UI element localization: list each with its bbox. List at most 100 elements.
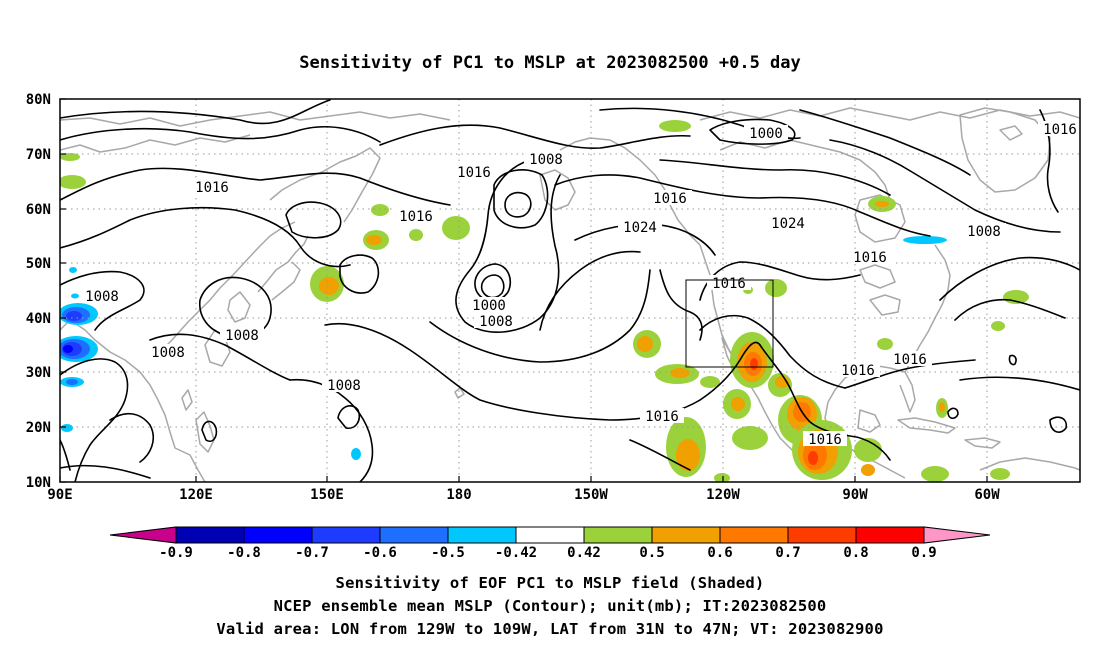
colorbar-tick-label: -0.42 (495, 545, 537, 561)
colorbar-swatch (447, 526, 517, 544)
lat-label-10n: 10N (26, 475, 51, 491)
lon-label-120w: 120W (706, 487, 740, 503)
footer-line-3: Valid area: LON from 129W to 109W, LAT f… (216, 620, 884, 638)
contour-labels: 1000 1016 1008 1016 1016 1016 1008 1016 … (80, 121, 1080, 448)
colorbar-tick-label: -0.8 (227, 545, 261, 561)
contour-label-1008-west-pacific: 1008 (322, 377, 366, 394)
colorbar-tick-label: -0.6 (363, 545, 397, 561)
svg-text:1008: 1008 (529, 152, 563, 168)
contour-label-1008-aleutian-low: 1008 (474, 313, 518, 330)
svg-text:1016: 1016 (1043, 122, 1077, 138)
latitude-labels: 80N 70N 60N 50N 40N 30N 20N 10N (26, 92, 51, 491)
colorbar-swatch (515, 526, 585, 544)
contour-label-1016-kamchatka: 1016 (394, 208, 438, 225)
svg-text:1008: 1008 (479, 314, 513, 330)
colorbar-tick-label: -0.7 (295, 545, 329, 561)
contour-label-1016-alaska: 1016 (648, 190, 692, 207)
svg-text:1016: 1016 (653, 191, 687, 207)
svg-text:1016: 1016 (712, 276, 746, 292)
colorbar-tick-label: 0.6 (707, 545, 732, 561)
contour-label-1016-box: 1016 (707, 275, 751, 292)
colorbar-swatch (719, 526, 789, 544)
lon-label-90w: 90W (842, 487, 868, 503)
contour-label-1016-greenland: 1016 (1038, 121, 1080, 138)
colorbar-swatch (651, 526, 721, 544)
tick-marks (59, 98, 988, 483)
svg-text:1024: 1024 (623, 220, 657, 236)
colorbar-tick-label: 0.5 (639, 545, 664, 561)
colorbar (109, 526, 991, 544)
map-frame (59, 98, 1081, 483)
longitude-labels: 90E 120E 150E 180 150W 120W 90W 60W (47, 487, 1000, 503)
lat-label-80n: 80N (26, 92, 51, 108)
colorbar-swatch (175, 526, 245, 544)
lon-label-150e: 150E (310, 487, 344, 503)
svg-text:1016: 1016 (808, 432, 842, 448)
contour-label-1008-south-china: 1008 (146, 344, 190, 361)
sensitivity-shading (60, 120, 1029, 482)
svg-text:1016: 1016 (853, 250, 887, 266)
svg-text:1016: 1016 (893, 352, 927, 368)
svg-text:1016: 1016 (841, 363, 875, 379)
svg-text:1016: 1016 (195, 180, 229, 196)
colorbar-tick-label: 0.7 (775, 545, 800, 561)
contour-label-1016-subtropical: 1016 (640, 408, 684, 425)
lat-label-50n: 50N (26, 256, 51, 272)
footer-line-2: NCEP ensemble mean MSLP (Contour); unit(… (273, 597, 827, 615)
lat-label-60n: 60N (26, 202, 51, 218)
colorbar-tick-label: 0.42 (567, 545, 601, 561)
colorbar-arrow-high (923, 526, 991, 544)
colorbar-tick-label: 0.8 (843, 545, 868, 561)
svg-text:1016: 1016 (645, 409, 679, 425)
colorbar-swatch (855, 526, 925, 544)
svg-text:1008: 1008 (225, 328, 259, 344)
contour-label-1000-aleutian-low: 1000 (467, 297, 511, 314)
colorbar-tick-label: 0.9 (911, 545, 936, 561)
contour-label-1016-siberia: 1016 (190, 179, 234, 196)
svg-text:1016: 1016 (457, 165, 491, 181)
contour-label-1024-canada: 1024 (766, 215, 810, 232)
mslp-contours (60, 99, 1080, 482)
lon-label-180: 180 (446, 487, 471, 503)
svg-text:1016: 1016 (399, 209, 433, 225)
svg-text:1008: 1008 (327, 378, 361, 394)
contour-label-1008-west-pacific-2: 1008 (327, 378, 361, 394)
svg-text:1024: 1024 (771, 216, 805, 232)
svg-text:1000: 1000 (472, 298, 506, 314)
lon-label-120e: 120E (179, 487, 213, 503)
contour-label-1016-east-canada: 1016 (848, 249, 892, 266)
svg-text:1008: 1008 (967, 224, 1001, 240)
contour-label-1008-labrador: 1008 (962, 223, 1006, 240)
lon-label-60w: 60W (974, 487, 1000, 503)
colorbar-swatch (311, 526, 381, 544)
lon-label-150w: 150W (574, 487, 608, 503)
svg-text:1008: 1008 (151, 345, 185, 361)
contour-label-1016-bering: 1016 (452, 164, 496, 181)
map-title: Sensitivity of PC1 to MSLP at 2023082500… (299, 53, 801, 73)
valid-area-box (685, 279, 774, 368)
colorbar-arrow-low (109, 526, 177, 544)
contour-label-1008-bering: 1008 (524, 151, 568, 168)
svg-text:1008: 1008 (85, 289, 119, 305)
lat-label-30n: 30N (26, 365, 51, 381)
colorbar-tick-label: -0.5 (431, 545, 465, 561)
graticule (60, 99, 1080, 482)
contour-label-1000-north-pacific-top: 1000 (744, 125, 788, 142)
contour-label-1008-china: 1008 (220, 327, 264, 344)
footer-line-1: Sensitivity of EOF PC1 to MSLP field (Sh… (335, 574, 765, 592)
lat-label-40n: 40N (26, 311, 51, 327)
coastlines (60, 107, 1080, 482)
colorbar-swatch (243, 526, 313, 544)
colorbar-swatch (787, 526, 857, 544)
contour-label-1024-gulf-alaska: 1024 (618, 219, 662, 236)
colorbar-tick-label: -0.9 (159, 545, 193, 561)
contour-label-1016-east-us-1: 1016 (888, 351, 932, 368)
colorbar-swatch (583, 526, 653, 544)
svg-text:1000: 1000 (749, 126, 783, 142)
colorbar-labels: -0.9 -0.8 -0.7 -0.6 -0.5 -0.42 0.42 0.5 0.6 0.7 0.… (159, 545, 937, 561)
contour-label-1016-east-us-2: 1016 (836, 362, 880, 379)
lat-label-70n: 70N (26, 147, 51, 163)
lat-label-20n: 20N (26, 420, 51, 436)
contour-label-1008-west-edge: 1008 (80, 288, 124, 305)
